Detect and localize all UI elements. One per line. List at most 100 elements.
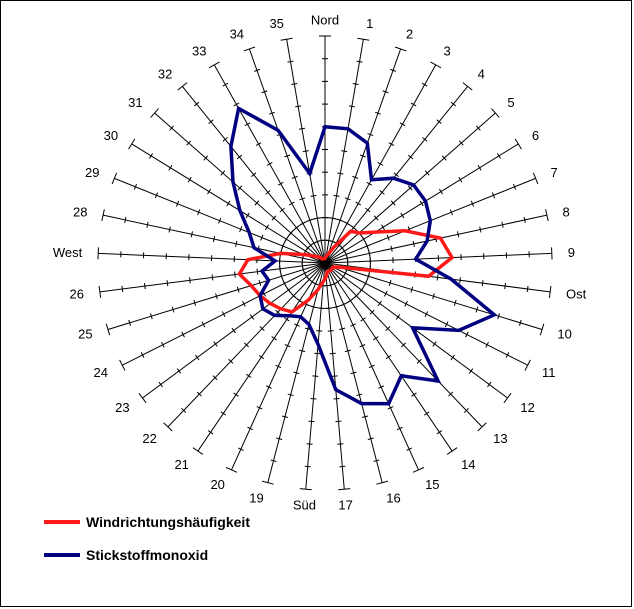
tick-31-10	[128, 138, 136, 150]
direction-label-31: 30	[104, 128, 118, 143]
direction-label-36: 35	[269, 16, 283, 31]
tick-32-2	[288, 230, 294, 236]
tick-8-8	[501, 221, 504, 228]
direction-label-28: West	[53, 245, 83, 260]
tick-29-9	[124, 216, 127, 223]
tick-29-4	[235, 240, 238, 247]
tick-30-2	[281, 243, 285, 250]
tick-13-9	[487, 381, 492, 388]
tick-22-5	[258, 354, 265, 360]
tick-20-9	[270, 459, 277, 462]
tick-5-9	[476, 125, 481, 131]
tick-19-6	[310, 397, 317, 400]
tick-26-8	[150, 313, 153, 320]
tick-16-8	[396, 426, 403, 431]
tick-30-9	[133, 183, 138, 190]
tick-29-10	[101, 209, 105, 222]
direction-label-3: 3	[444, 43, 451, 58]
tick-5-7	[441, 155, 447, 161]
tick-7-10	[532, 172, 539, 185]
tick-22-4	[271, 336, 277, 341]
tick-30-7	[175, 200, 180, 207]
tick-27-3	[256, 268, 259, 275]
tick-35-7	[269, 111, 276, 115]
tick-20-2	[310, 305, 317, 309]
tick-29-6	[190, 231, 193, 238]
tick-11-5	[432, 293, 435, 300]
tick-27-7	[166, 280, 169, 287]
tick-20-7	[281, 415, 288, 419]
tick-2-8	[382, 90, 389, 94]
tick-23-5	[243, 342, 249, 348]
direction-label-12: 11	[542, 365, 556, 380]
tick-18-9	[339, 465, 346, 468]
tick-12-8	[485, 341, 489, 348]
tick-11-9	[518, 319, 522, 326]
tick-15-8	[423, 411, 430, 416]
tick-7-6	[449, 209, 453, 216]
tick-12-7	[465, 331, 469, 338]
tick-18-7	[335, 420, 342, 423]
tick-30-6	[197, 209, 201, 216]
tick-33-6	[236, 154, 243, 160]
tick-2-2	[337, 218, 344, 222]
legend-item-windrichtung: Windrichtungshäufigkeit	[44, 514, 250, 530]
tick-31-9	[149, 153, 154, 159]
tick-20-8	[276, 437, 283, 440]
direction-label-33: 32	[158, 66, 172, 81]
tick-14-9	[463, 408, 469, 413]
tick-12-4	[404, 300, 408, 307]
direction-label-35: 34	[230, 26, 244, 41]
tick-12-9	[505, 352, 510, 358]
tick-13-7	[450, 354, 455, 361]
tick-20-4	[299, 349, 306, 353]
direction-label-20: 19	[249, 491, 263, 506]
tick-36-5	[302, 150, 309, 153]
direction-label-15: 14	[461, 457, 475, 472]
tick-15-2	[347, 298, 354, 303]
tick-13-6	[432, 341, 437, 347]
tick-18-4	[329, 352, 336, 355]
tick-3-3	[355, 201, 362, 206]
legend-label-windrichtung: Windrichtungshäufigkeit	[86, 514, 250, 530]
tick-7-8	[491, 192, 496, 199]
tick-31-5	[226, 200, 231, 207]
tick-32-7	[203, 155, 209, 161]
tick-4-2	[350, 225, 357, 230]
legend-label-stickstoff: Stickstoffmonoxid	[86, 547, 209, 563]
tick-35-5	[284, 154, 291, 158]
tick-3-9	[421, 82, 428, 87]
tick-18-10	[338, 488, 351, 491]
tick-4-4	[379, 190, 385, 195]
tick-12-3	[384, 290, 388, 297]
tick-16-3	[350, 323, 356, 327]
tick-6-8	[477, 164, 482, 171]
direction-label-24: 23	[115, 400, 129, 415]
tick-33-10	[177, 82, 188, 91]
tick-15-3	[360, 317, 366, 322]
tick-27-10	[98, 285, 102, 298]
tick-24-4	[249, 314, 255, 320]
direction-label-30: 29	[85, 165, 99, 180]
tick-32-5	[237, 185, 243, 191]
tick-33-8	[208, 119, 214, 124]
tick-36-8	[291, 83, 298, 86]
tick-12-6	[444, 321, 449, 328]
tick-29-7	[168, 226, 171, 233]
tick-32-10	[150, 108, 159, 118]
tick-13-2	[359, 287, 364, 293]
tick-34-7	[244, 122, 251, 127]
series-line-0	[237, 229, 455, 314]
tick-32-6	[220, 170, 226, 176]
direction-label-0: Nord	[311, 13, 339, 28]
tick-34-6	[255, 142, 262, 146]
tick-2-9	[390, 68, 397, 72]
tick-4-3	[365, 207, 371, 213]
tick-25-9	[140, 352, 145, 358]
tick-1-2	[329, 217, 336, 220]
tick-21-8	[247, 426, 254, 431]
tick-33-3	[279, 207, 285, 213]
tick-23-2	[291, 293, 297, 299]
tick-34-9	[222, 82, 229, 87]
direction-label-26: 25	[78, 327, 92, 342]
